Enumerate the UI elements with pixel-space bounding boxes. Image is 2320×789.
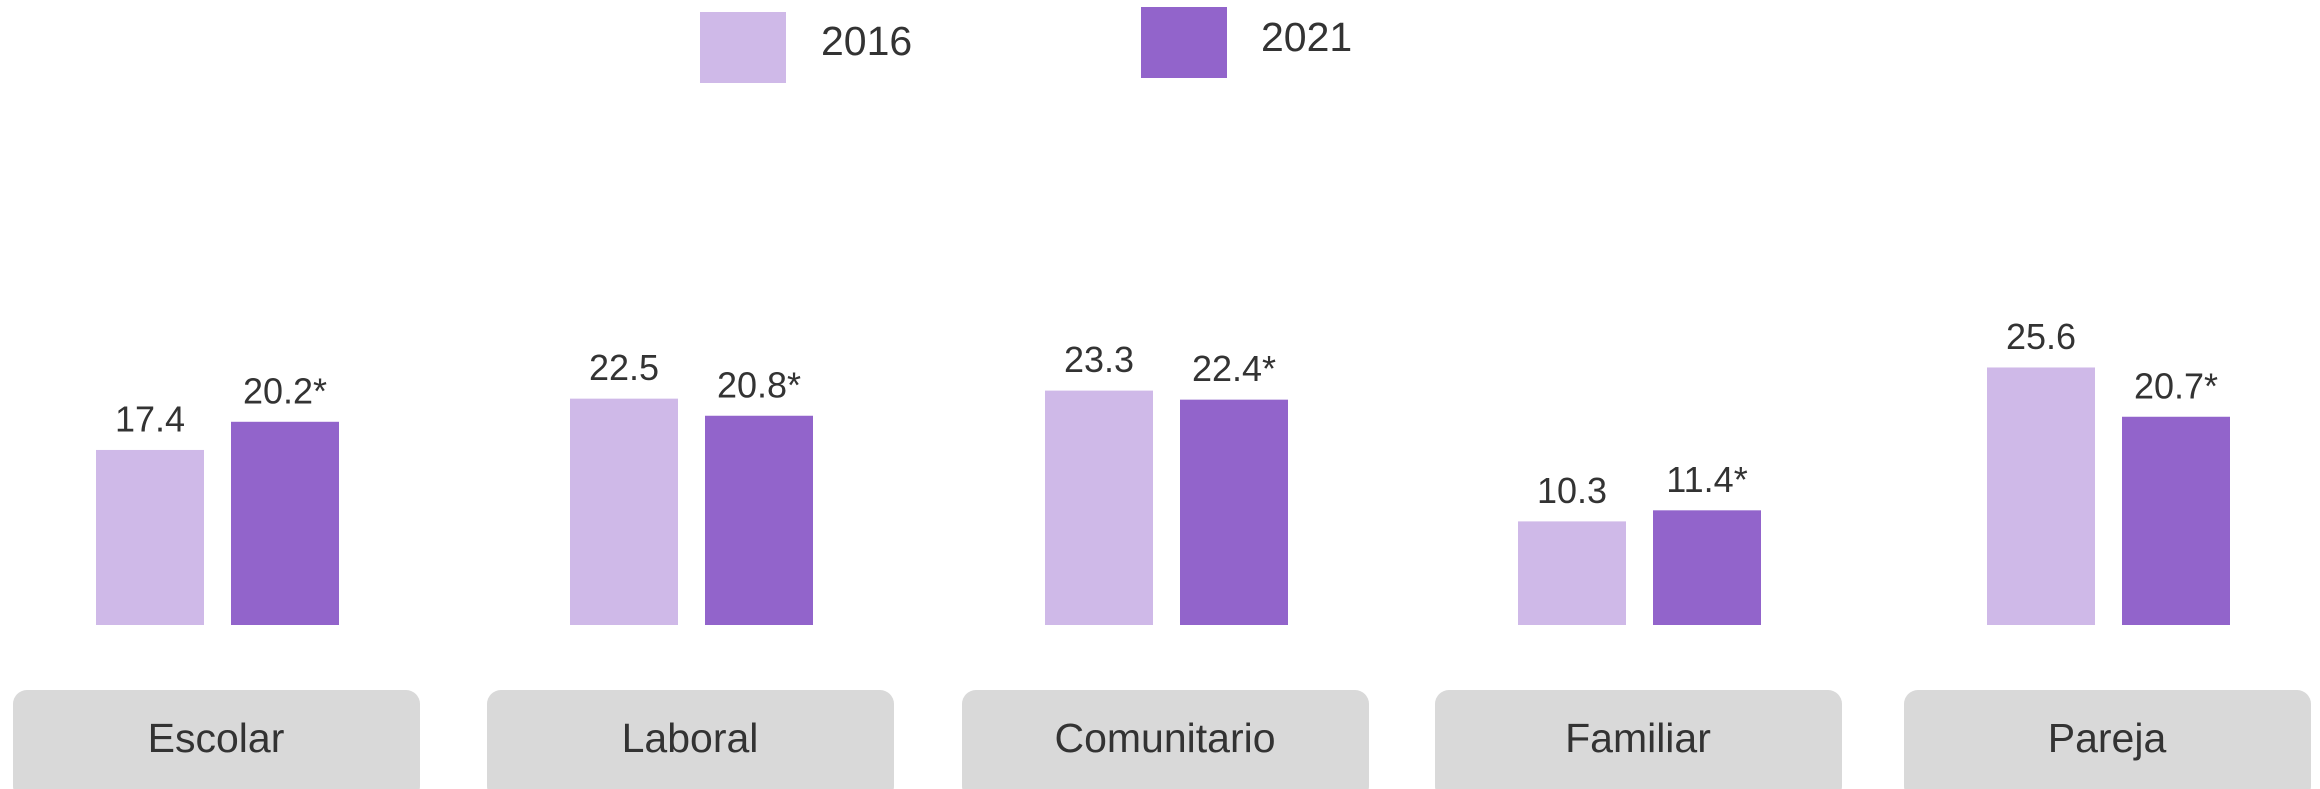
value-label: 20.2* xyxy=(243,370,327,411)
category-label: Escolar xyxy=(148,715,285,761)
value-label: 20.7* xyxy=(2134,365,2218,406)
value-label: 17.4 xyxy=(115,398,185,439)
category-pill xyxy=(962,690,1369,789)
category-label: Laboral xyxy=(622,715,759,761)
bar xyxy=(1180,399,1288,625)
bar xyxy=(1987,367,2095,625)
value-label: 23.3 xyxy=(1064,339,1134,380)
category-label: Pareja xyxy=(2048,715,2167,761)
bar xyxy=(570,398,678,625)
category-label: Familiar xyxy=(1565,715,1711,761)
value-label: 22.5 xyxy=(589,347,659,388)
category-pill xyxy=(1904,690,2311,789)
legend-label: 2016 xyxy=(821,18,912,64)
bar xyxy=(1045,390,1153,625)
bar xyxy=(1653,510,1761,625)
value-label: 20.8* xyxy=(717,364,801,405)
value-label: 10.3 xyxy=(1537,470,1607,511)
value-label: 22.4* xyxy=(1192,348,1276,389)
value-label: 11.4* xyxy=(1666,459,1747,500)
value-label: 25.6 xyxy=(2006,316,2076,357)
category-pill xyxy=(487,690,894,789)
bar xyxy=(1518,521,1626,625)
category-pill xyxy=(13,690,420,789)
legend-swatch xyxy=(700,12,786,83)
category-pill xyxy=(1435,690,1842,789)
legend-label: 2021 xyxy=(1261,14,1352,60)
bar xyxy=(2122,416,2230,625)
bar xyxy=(705,415,813,625)
bar xyxy=(231,421,339,625)
category-label: Comunitario xyxy=(1054,715,1275,761)
legend-swatch xyxy=(1141,7,1227,78)
bar xyxy=(96,449,204,625)
